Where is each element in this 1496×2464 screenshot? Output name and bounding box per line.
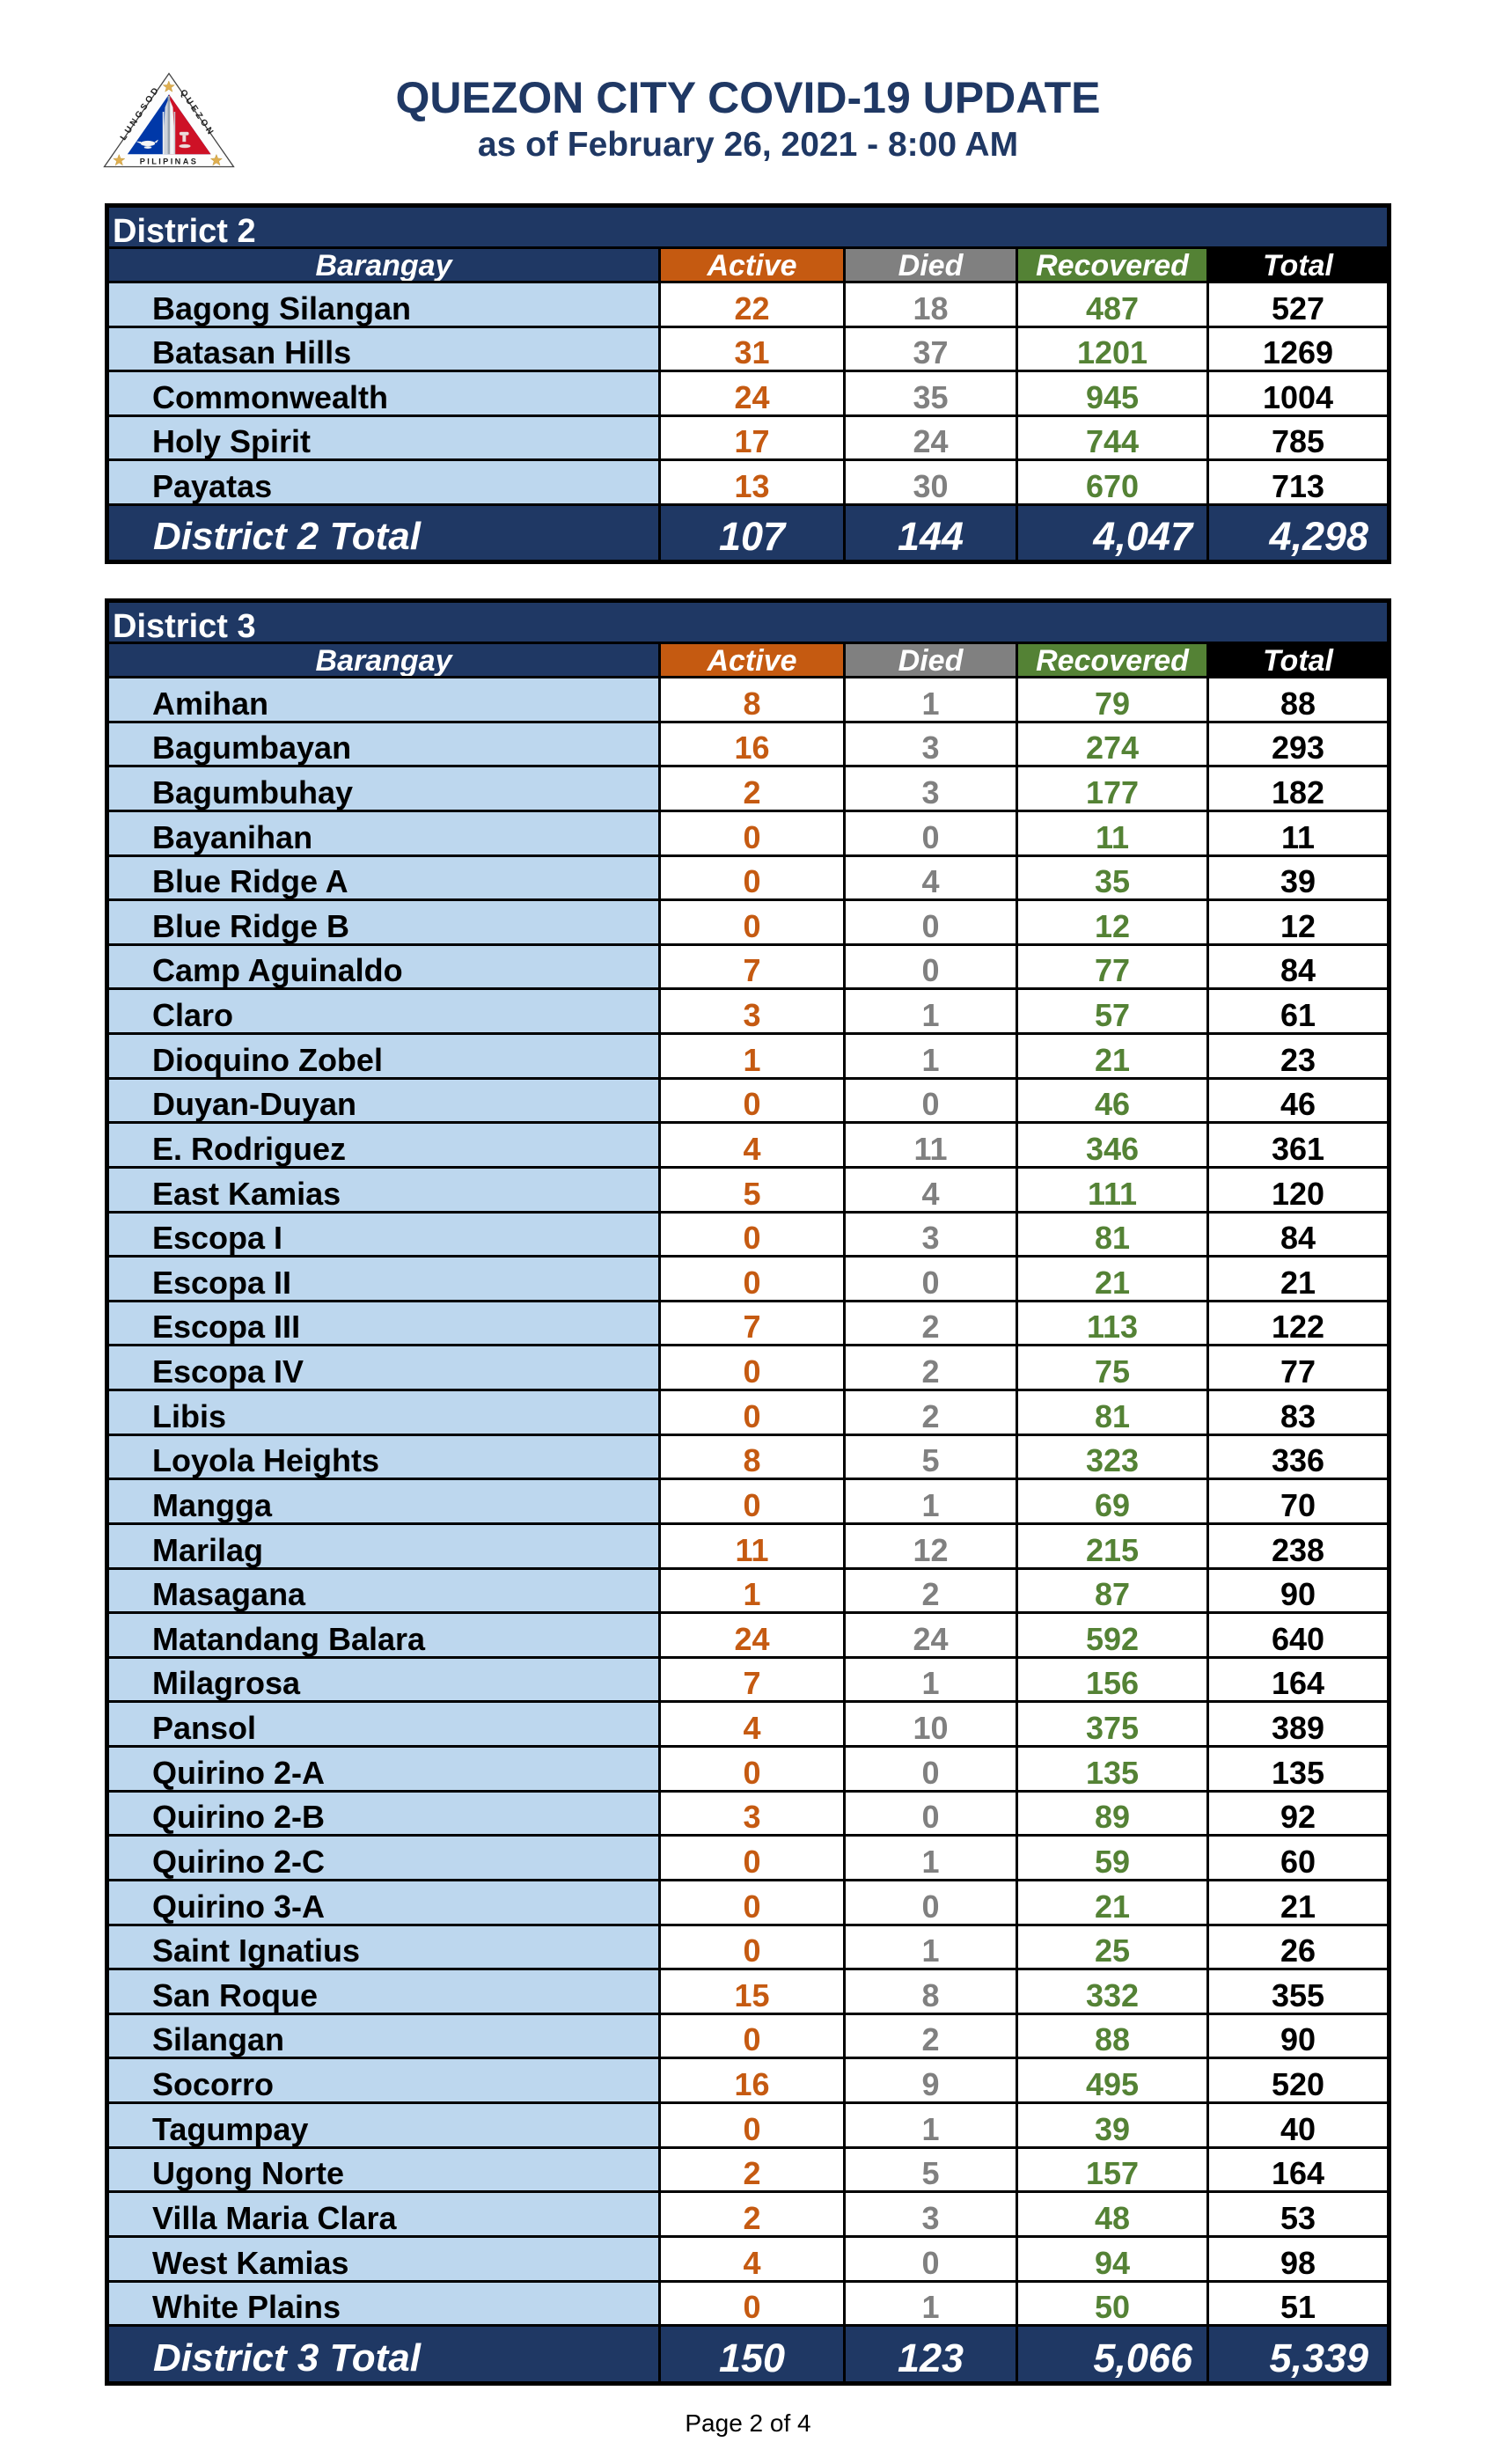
svg-text:PILIPINAS: PILIPINAS: [140, 157, 199, 165]
